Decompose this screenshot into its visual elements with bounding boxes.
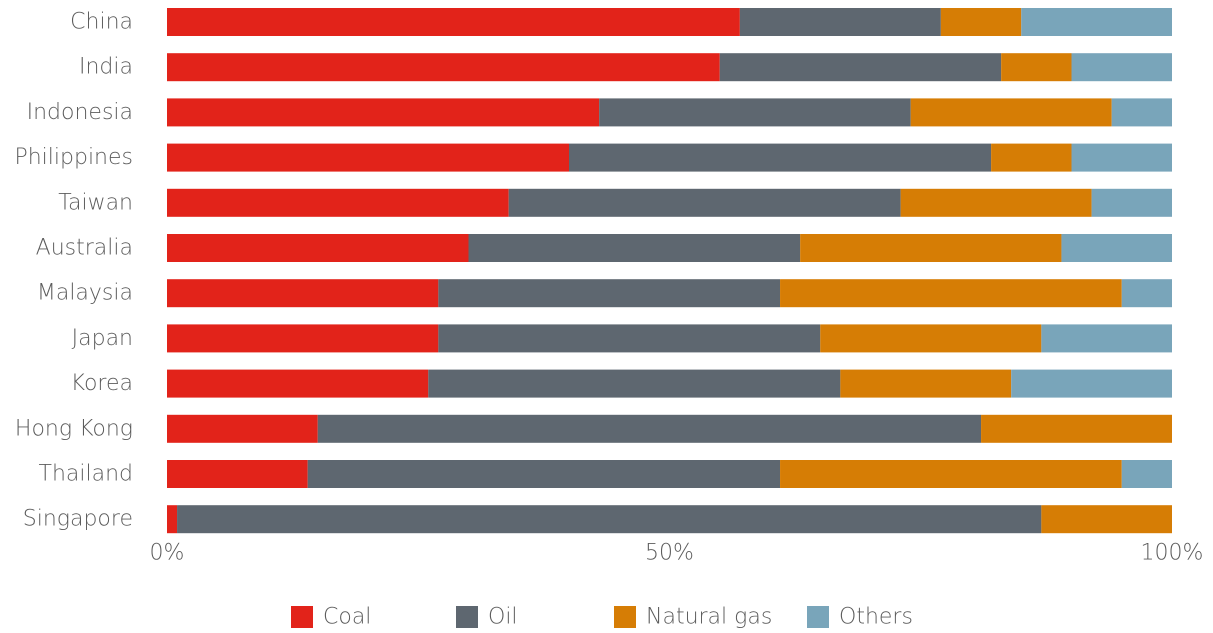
bar-malaysia-others (1122, 279, 1172, 307)
legend-swatch-others (807, 606, 829, 628)
bar-india-others (1072, 53, 1173, 81)
bar-hong-kong-coal (167, 415, 318, 443)
bar-philippines-oil (569, 144, 991, 172)
bar-malaysia-oil (438, 279, 780, 307)
category-labels: China India Indonesia Philippines Taiwan Aust… (14, 10, 133, 532)
category-label-hong-kong: Hong Kong (15, 416, 133, 441)
category-label-korea: Korea (71, 371, 133, 396)
legend-item-natural-gas: Natural gas (614, 605, 772, 630)
bar-singapore-coal (167, 505, 177, 533)
category-label-singapore: Singapore (23, 507, 133, 532)
bar-australia-oil (469, 234, 801, 262)
bar-korea-others (1011, 370, 1172, 398)
category-label-india: India (79, 55, 133, 80)
legend-label-others: Others (839, 605, 913, 630)
bar-korea-oil (428, 370, 840, 398)
category-label-china: China (70, 10, 133, 35)
bar-singapore-natural-gas (1041, 505, 1172, 533)
bar-china-coal (167, 8, 740, 36)
bar-taiwan-oil (509, 189, 901, 217)
bar-india-natural-gas (1001, 53, 1071, 81)
category-label-australia: Australia (36, 236, 133, 261)
bar-china-natural-gas (941, 8, 1021, 36)
x-tick-label: 50% (645, 541, 694, 566)
bar-philippines-natural-gas (991, 144, 1071, 172)
bar-japan-oil (438, 324, 820, 352)
bar-taiwan-coal (167, 189, 509, 217)
bar-indonesia-coal (167, 98, 599, 126)
bar-taiwan-natural-gas (901, 189, 1092, 217)
bar-singapore-oil (177, 505, 1041, 533)
category-label-japan: Japan (72, 326, 133, 351)
bar-india-coal (167, 53, 720, 81)
bar-indonesia-natural-gas (911, 98, 1112, 126)
bar-thailand-natural-gas (780, 460, 1122, 488)
bar-china-oil (740, 8, 941, 36)
bar-korea-coal (167, 370, 428, 398)
legend-item-oil: Oil (456, 605, 518, 630)
category-label-taiwan: Taiwan (58, 190, 133, 215)
legend-label-natural-gas: Natural gas (646, 605, 772, 630)
bar-australia-natural-gas (800, 234, 1061, 262)
bar-malaysia-natural-gas (780, 279, 1122, 307)
legend-swatch-coal (291, 606, 313, 628)
category-label-indonesia: Indonesia (27, 100, 133, 125)
category-label-thailand: Thailand (39, 462, 133, 487)
bar-segments (167, 8, 1172, 533)
bar-korea-natural-gas (840, 370, 1011, 398)
bar-philippines-coal (167, 144, 569, 172)
legend-swatch-oil (456, 606, 478, 628)
bar-thailand-oil (308, 460, 780, 488)
bar-india-oil (720, 53, 1001, 81)
bar-indonesia-others (1112, 98, 1172, 126)
bar-taiwan-others (1092, 189, 1172, 217)
category-label-malaysia: Malaysia (37, 281, 133, 306)
bar-australia-others (1061, 234, 1172, 262)
legend-item-others: Others (807, 605, 913, 630)
legend-label-oil: Oil (488, 605, 518, 630)
bar-hong-kong-natural-gas (981, 415, 1172, 443)
bar-japan-others (1041, 324, 1172, 352)
bar-malaysia-coal (167, 279, 438, 307)
bar-china-others (1021, 8, 1172, 36)
x-axis-tick-labels: 0% 50% 100% (150, 541, 1204, 566)
bar-indonesia-oil (599, 98, 911, 126)
category-label-philippines: Philippines (14, 145, 133, 170)
bar-philippines-others (1072, 144, 1173, 172)
bar-japan-natural-gas (820, 324, 1041, 352)
bar-thailand-others (1122, 460, 1172, 488)
bar-thailand-coal (167, 460, 308, 488)
bar-hong-kong-oil (318, 415, 981, 443)
bar-japan-coal (167, 324, 438, 352)
x-tick-label: 100% (1141, 541, 1204, 566)
bar-australia-coal (167, 234, 469, 262)
x-tick-label: 0% (150, 541, 185, 566)
legend: Coal Oil Natural gas Others (291, 605, 913, 630)
legend-swatch-natural-gas (614, 606, 636, 628)
legend-label-coal: Coal (323, 605, 371, 630)
legend-item-coal: Coal (291, 605, 371, 630)
